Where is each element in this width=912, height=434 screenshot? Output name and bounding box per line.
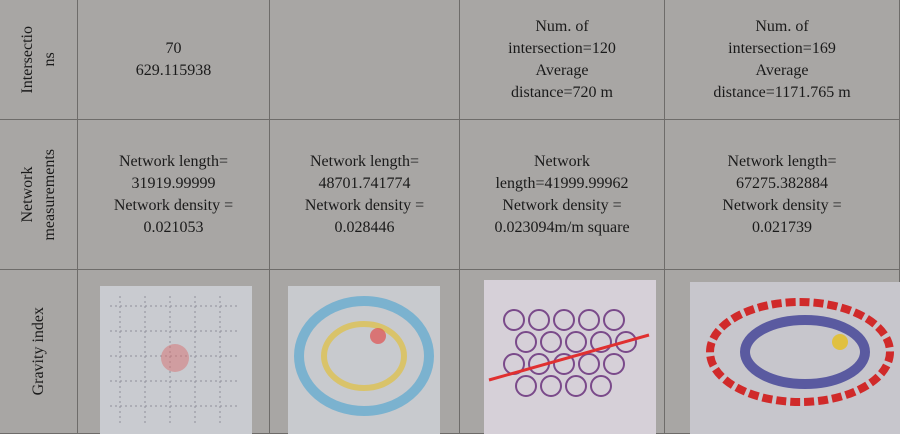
row-header: Intersectio ns <box>0 0 78 120</box>
cell-line: distance=1171.765 m <box>713 83 851 101</box>
table-cell: Network length= 67275.382884 Network densi… <box>665 120 900 270</box>
gravity-image-4 <box>690 282 900 434</box>
cell-line: Intersectio <box>18 25 36 94</box>
cell-line: 0.023094m/m square <box>494 218 630 236</box>
cell-line: Network length= <box>727 152 837 170</box>
row-header: Network measurements <box>0 120 78 270</box>
cell-line: 629.115938 <box>135 61 212 79</box>
cell-line: Network length= <box>119 152 228 170</box>
row-header: Gravity index <box>0 270 78 434</box>
cell-line: distance=720 m <box>511 83 613 101</box>
row-header-text: Network measurements <box>17 149 61 241</box>
cell-line: Average <box>535 61 589 79</box>
cell-line: Gravity index <box>29 307 47 396</box>
cell-line: Network density = <box>722 196 842 214</box>
row-header-text: Intersectio ns <box>17 26 61 94</box>
cell-line: length=41999.99962 <box>495 174 629 192</box>
cell-line: Network density = <box>304 196 425 214</box>
cell-line: Network length= <box>310 152 419 170</box>
table-cell: Num. of intersection=120 Average distance=7… <box>460 0 665 120</box>
cell-line: 0.021739 <box>752 218 812 236</box>
row-header-text: Gravity index <box>28 307 50 395</box>
cell-line: Network <box>18 166 36 223</box>
cell-line: 70 <box>165 39 182 57</box>
cell-line: intersection=169 <box>728 39 836 57</box>
table-cell: Num. of intersection=169 Average distance=1… <box>665 0 900 120</box>
cell-line: Num. of <box>535 17 589 35</box>
cell-line: Network <box>534 152 590 170</box>
table-cell <box>270 0 460 120</box>
cell-line: Network density = <box>502 196 622 214</box>
table-cell: Network length=41999.99962 Network density… <box>460 120 665 270</box>
table-cell: Network length= 48701.741774 Network densi… <box>270 120 460 270</box>
cell-line: Num. of <box>755 17 809 35</box>
gravity-image-2 <box>288 286 440 434</box>
cell-line: 31919.99999 <box>131 174 216 192</box>
table-cell: 70 629.115938 <box>78 0 270 120</box>
gravity-image-1 <box>100 286 252 434</box>
table-cell: Network length= 31919.99999 Network densit… <box>78 120 270 270</box>
cell-line: 67275.382884 <box>736 174 828 192</box>
cell-line: 0.028446 <box>334 218 395 236</box>
cell-line: Average <box>755 61 809 79</box>
cell-line: measurements <box>40 148 58 241</box>
gravity-image-3 <box>484 280 656 434</box>
cell-line: 0.021053 <box>143 218 204 236</box>
cell-line: ns <box>40 52 58 67</box>
cell-line: intersection=120 <box>508 39 616 57</box>
cell-line: 48701.741774 <box>318 174 411 192</box>
cell-line: Network density = <box>113 196 234 214</box>
